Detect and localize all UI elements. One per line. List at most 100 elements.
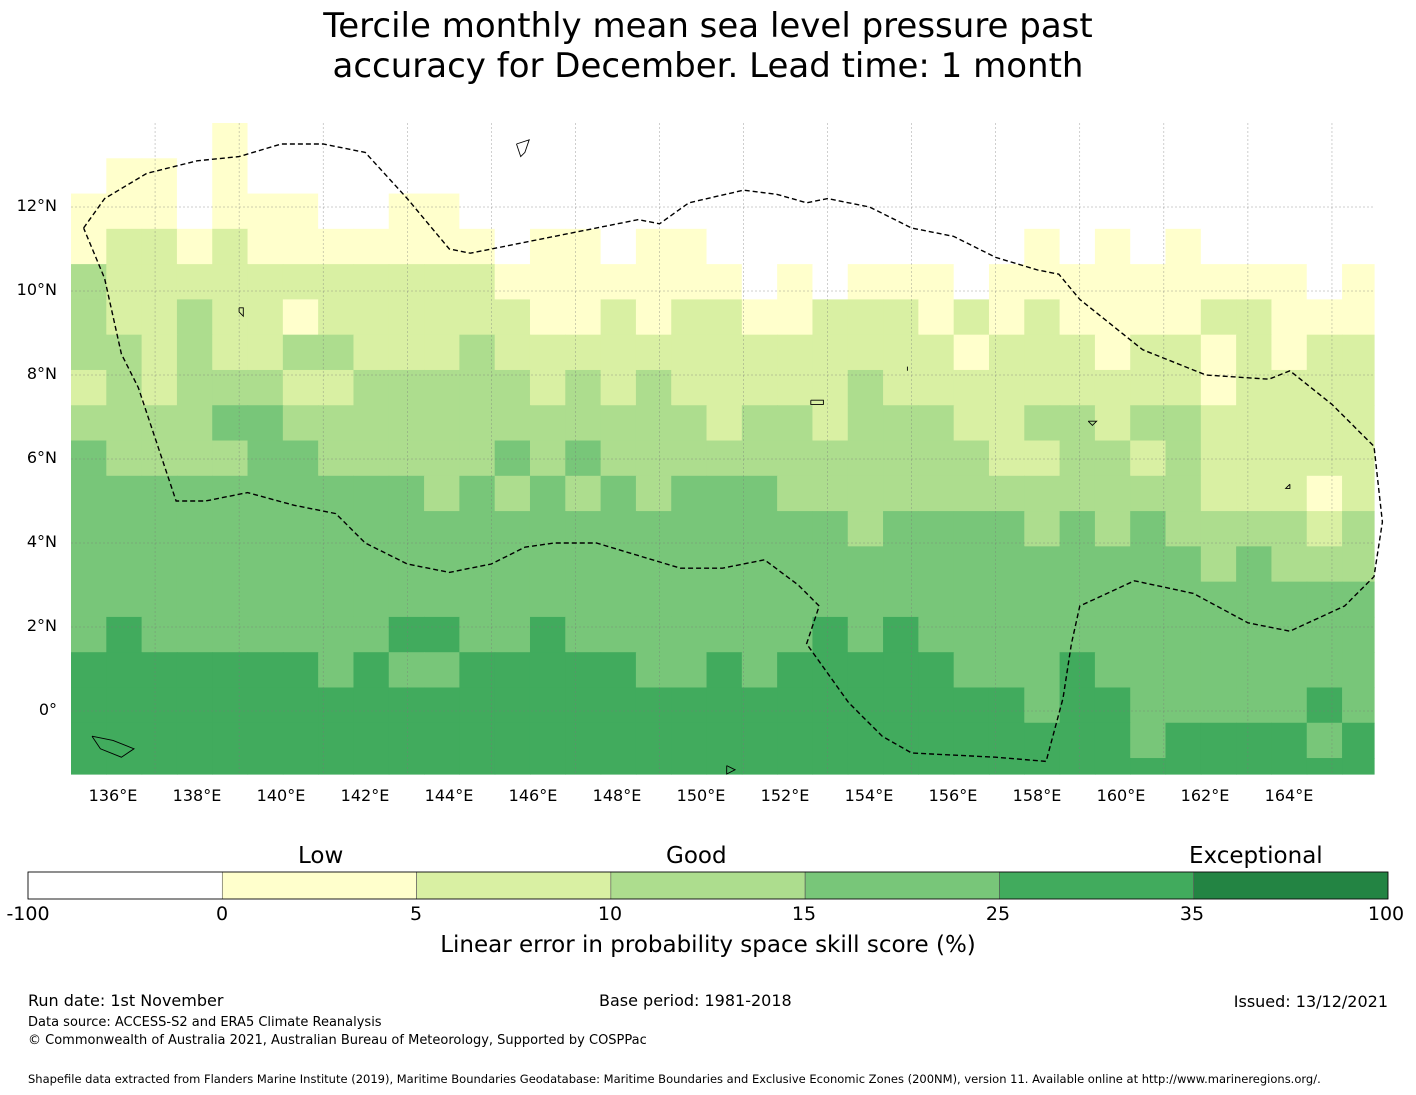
grid-cell [883, 546, 919, 583]
grid-cell [212, 758, 249, 775]
grid-cell [988, 722, 1025, 759]
grid-cell [988, 299, 1025, 336]
colorbar-tick: 15 [791, 903, 817, 925]
grid-cell [565, 581, 602, 618]
grid-cell [565, 193, 602, 230]
grid-cell [141, 369, 178, 406]
grid-cell [106, 228, 143, 265]
grid-cell [494, 652, 531, 689]
grid-cell [706, 475, 743, 512]
grid-cell [424, 475, 460, 512]
grid-cell [988, 440, 1025, 477]
grid-cell [1200, 158, 1237, 195]
grid-cell [812, 652, 849, 689]
grid-cell [953, 193, 990, 230]
grid-cell [1271, 511, 1308, 547]
grid-cell [635, 123, 672, 159]
grid-cell [1200, 581, 1237, 618]
grid-cell [1200, 440, 1237, 477]
grid-cell [529, 193, 566, 230]
grid-cell [1306, 511, 1343, 547]
grid-cell [282, 299, 319, 336]
grid-cell [953, 616, 990, 653]
grid-cell [141, 758, 178, 775]
grid-cell [706, 687, 743, 724]
grid-cell [1271, 228, 1308, 265]
grid-cell [71, 299, 107, 336]
grid-cell [1024, 475, 1061, 512]
grid-cell [1200, 652, 1237, 689]
grid-cell [706, 158, 743, 195]
grid-cell [176, 546, 213, 583]
grid-cell [388, 722, 425, 759]
grid-cell [71, 228, 107, 265]
grid-cell [883, 440, 919, 477]
grid-cell [1130, 758, 1167, 775]
grid-cell [953, 581, 990, 618]
grid-cell [635, 652, 672, 689]
grid-cell [1342, 652, 1375, 689]
grid-cell [988, 687, 1025, 724]
grid-cell [247, 228, 284, 265]
grid-cell [212, 581, 249, 618]
colorbar-tick: 10 [597, 903, 623, 925]
lat-label-10n: 10°N [16, 280, 57, 299]
grid-cell [141, 616, 178, 653]
grid-cell [1271, 440, 1308, 477]
grid-cell [812, 581, 849, 618]
grid-cell [318, 299, 355, 336]
lon-label-152e: 152°E [760, 786, 810, 805]
grid-cell [71, 158, 107, 195]
grid-cell [388, 123, 425, 159]
grid-cell [318, 616, 355, 653]
grid-cell [1094, 369, 1131, 406]
grid-cell [494, 511, 531, 547]
grid-cell [353, 123, 390, 159]
colorbar-tick: 25 [985, 903, 1011, 925]
grid-cell [388, 511, 425, 547]
grid-cell [388, 334, 425, 371]
grid-cell [1059, 369, 1096, 406]
grid-cell [918, 511, 955, 547]
grid-cell [883, 369, 919, 406]
grid-cell [953, 511, 990, 547]
grid-cell [600, 546, 637, 583]
grid-cell [106, 334, 143, 371]
grid-cell [106, 405, 143, 442]
grid-cell [600, 440, 637, 477]
grid-cell [494, 546, 531, 583]
eez-boundary [82, 143, 1384, 763]
grid-cell [600, 158, 637, 195]
colorbar-tick: 100 [1367, 903, 1405, 925]
grid-cell [918, 581, 955, 618]
grid-cell [1342, 193, 1375, 230]
grid-cell [1342, 581, 1375, 618]
grid-cell [1236, 158, 1273, 195]
grid-cell [565, 616, 602, 653]
grid-cell [706, 299, 743, 336]
island-outline [1284, 483, 1291, 489]
grid-cell [106, 652, 143, 689]
grid-cell [282, 369, 319, 406]
grid-cell [529, 264, 566, 300]
grid-cell [459, 440, 496, 477]
grid-cell [600, 652, 637, 689]
grid-cell [1306, 299, 1343, 336]
grid-cell [953, 405, 990, 442]
grid-cell [706, 581, 743, 618]
grid-cell [706, 616, 743, 653]
grid-cell [212, 652, 249, 689]
grid-cell [353, 687, 390, 724]
grid-cell [1236, 475, 1273, 512]
grid-cell [777, 299, 814, 336]
grid-cell [1130, 405, 1167, 442]
grid-cell [1130, 475, 1167, 512]
grid-cell [883, 405, 919, 442]
grid-cell [565, 123, 602, 159]
grid-cell [176, 334, 213, 371]
grid-cell [600, 475, 637, 512]
grid-cell [71, 546, 107, 583]
grid-cell [1024, 616, 1061, 653]
grid-cell [953, 123, 990, 159]
grid-cell [1200, 334, 1237, 371]
